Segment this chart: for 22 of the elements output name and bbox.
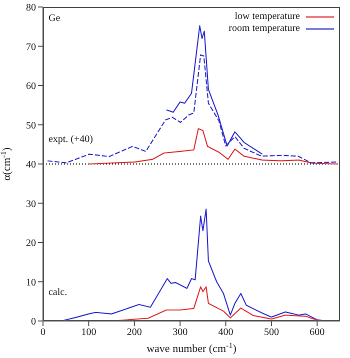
y-tick-label: 60 bbox=[26, 81, 36, 92]
x-axis-title: wave number (cm$^{-1}$) bbox=[146, 340, 237, 355]
x-tick-label: 100 bbox=[81, 327, 96, 338]
x-tick-label: 600 bbox=[310, 327, 325, 338]
y-tick-label: 30 bbox=[26, 198, 36, 210]
legend-label: low temperature bbox=[234, 11, 300, 23]
annotation: calc. bbox=[48, 287, 68, 298]
y-tick-label: 20 bbox=[26, 238, 36, 250]
y-tick-label: 40 bbox=[26, 160, 36, 171]
legend-label: room temperature bbox=[228, 23, 300, 35]
x-tick-label: 0 bbox=[40, 327, 46, 338]
x-tick-label: 500 bbox=[264, 327, 279, 338]
x-tick-label: 200 bbox=[126, 327, 142, 338]
y-tick-label: 70 bbox=[26, 42, 36, 53]
annotation: expt. (+40) bbox=[48, 134, 93, 146]
y-tick-label: 50 bbox=[26, 120, 36, 132]
y-tick-label: 10 bbox=[26, 277, 36, 288]
x-tick-label: 400 bbox=[218, 327, 234, 338]
annotation: Ge bbox=[48, 12, 60, 24]
y-tick-label: 0 bbox=[31, 316, 36, 328]
x-tick-label: 300 bbox=[172, 327, 188, 338]
y-tick-label: 80 bbox=[26, 2, 36, 14]
